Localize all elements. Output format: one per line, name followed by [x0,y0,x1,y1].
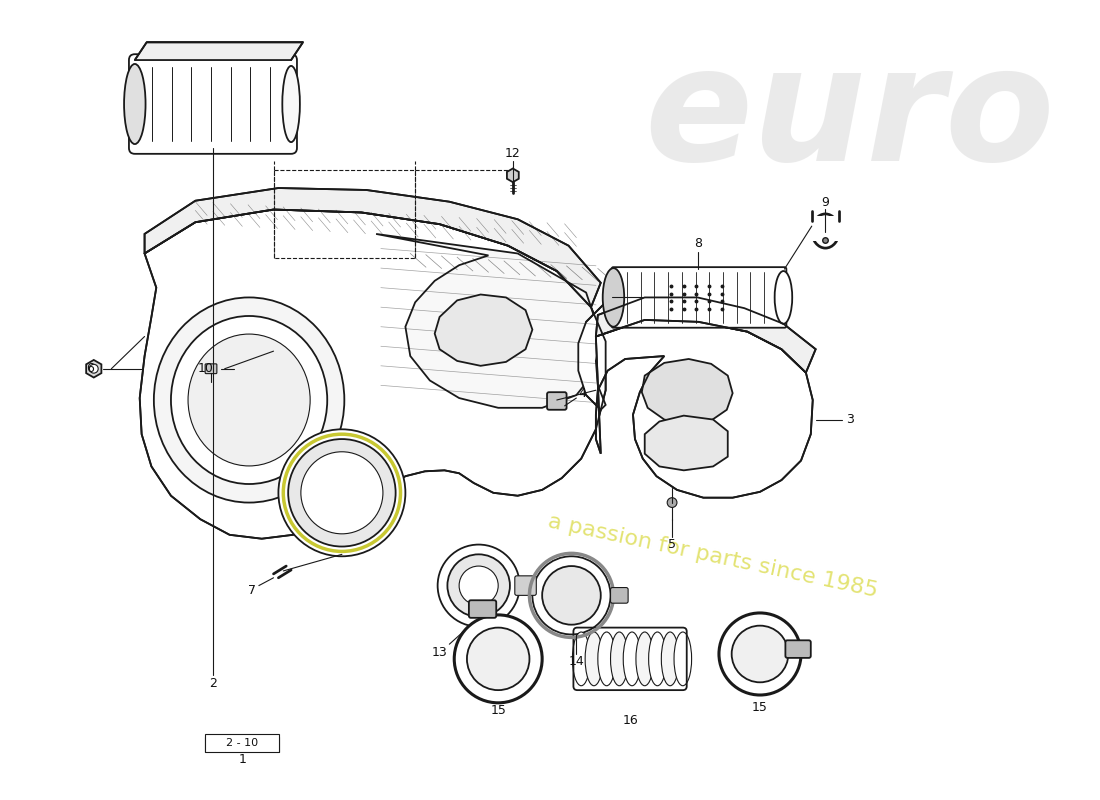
FancyBboxPatch shape [612,267,786,328]
FancyBboxPatch shape [515,576,537,595]
Bar [274,170,415,258]
Ellipse shape [624,632,641,686]
Ellipse shape [774,271,792,324]
Circle shape [288,439,396,546]
Text: 7: 7 [248,584,256,597]
Polygon shape [596,298,816,373]
Ellipse shape [124,64,145,144]
Bar [806,216,845,241]
Circle shape [668,498,676,507]
Polygon shape [434,294,532,366]
Ellipse shape [812,214,839,248]
Text: 2: 2 [209,677,217,690]
Polygon shape [579,281,664,410]
Ellipse shape [603,268,624,326]
Circle shape [732,626,789,682]
Text: 2 - 10: 2 - 10 [227,738,258,748]
Polygon shape [135,42,302,60]
Text: euro: euro [645,39,1055,194]
Ellipse shape [636,632,653,686]
FancyBboxPatch shape [610,587,628,603]
Polygon shape [641,359,733,425]
Polygon shape [140,210,606,538]
Circle shape [719,613,801,695]
Circle shape [438,545,519,626]
Text: 8: 8 [694,238,703,250]
Polygon shape [144,188,601,307]
Text: 16: 16 [623,714,638,727]
Circle shape [448,554,510,617]
Circle shape [89,364,98,373]
Ellipse shape [610,632,628,686]
Ellipse shape [283,66,300,142]
Text: 13: 13 [431,646,448,658]
Ellipse shape [154,298,344,502]
Text: 4: 4 [579,386,586,400]
Text: 15: 15 [752,702,768,714]
Polygon shape [507,169,519,182]
Ellipse shape [170,316,327,484]
Text: 12: 12 [505,147,520,160]
Polygon shape [376,234,601,408]
Ellipse shape [585,632,603,686]
FancyBboxPatch shape [547,392,567,410]
FancyBboxPatch shape [129,54,297,154]
Text: 1: 1 [239,753,246,766]
FancyBboxPatch shape [785,640,811,658]
Circle shape [459,566,498,605]
Circle shape [301,452,383,534]
Ellipse shape [661,632,679,686]
Circle shape [542,566,601,625]
Circle shape [466,628,529,690]
Ellipse shape [188,334,310,466]
Text: 14: 14 [569,655,584,668]
Ellipse shape [572,632,590,686]
Polygon shape [86,360,101,378]
FancyBboxPatch shape [205,364,217,374]
Text: 3: 3 [846,413,854,426]
Text: 9: 9 [822,196,829,209]
Circle shape [454,615,542,703]
Text: 5: 5 [668,538,676,551]
Ellipse shape [674,632,692,686]
Text: 15: 15 [491,704,506,717]
Circle shape [278,430,406,556]
FancyBboxPatch shape [205,734,279,752]
Ellipse shape [597,632,615,686]
Polygon shape [645,416,728,470]
Text: 6: 6 [86,362,94,375]
Ellipse shape [649,632,667,686]
Text: a passion for parts since 1985: a passion for parts since 1985 [547,511,880,601]
FancyBboxPatch shape [469,600,496,618]
Text: 10: 10 [197,362,213,375]
Circle shape [532,556,610,634]
Polygon shape [596,320,813,498]
